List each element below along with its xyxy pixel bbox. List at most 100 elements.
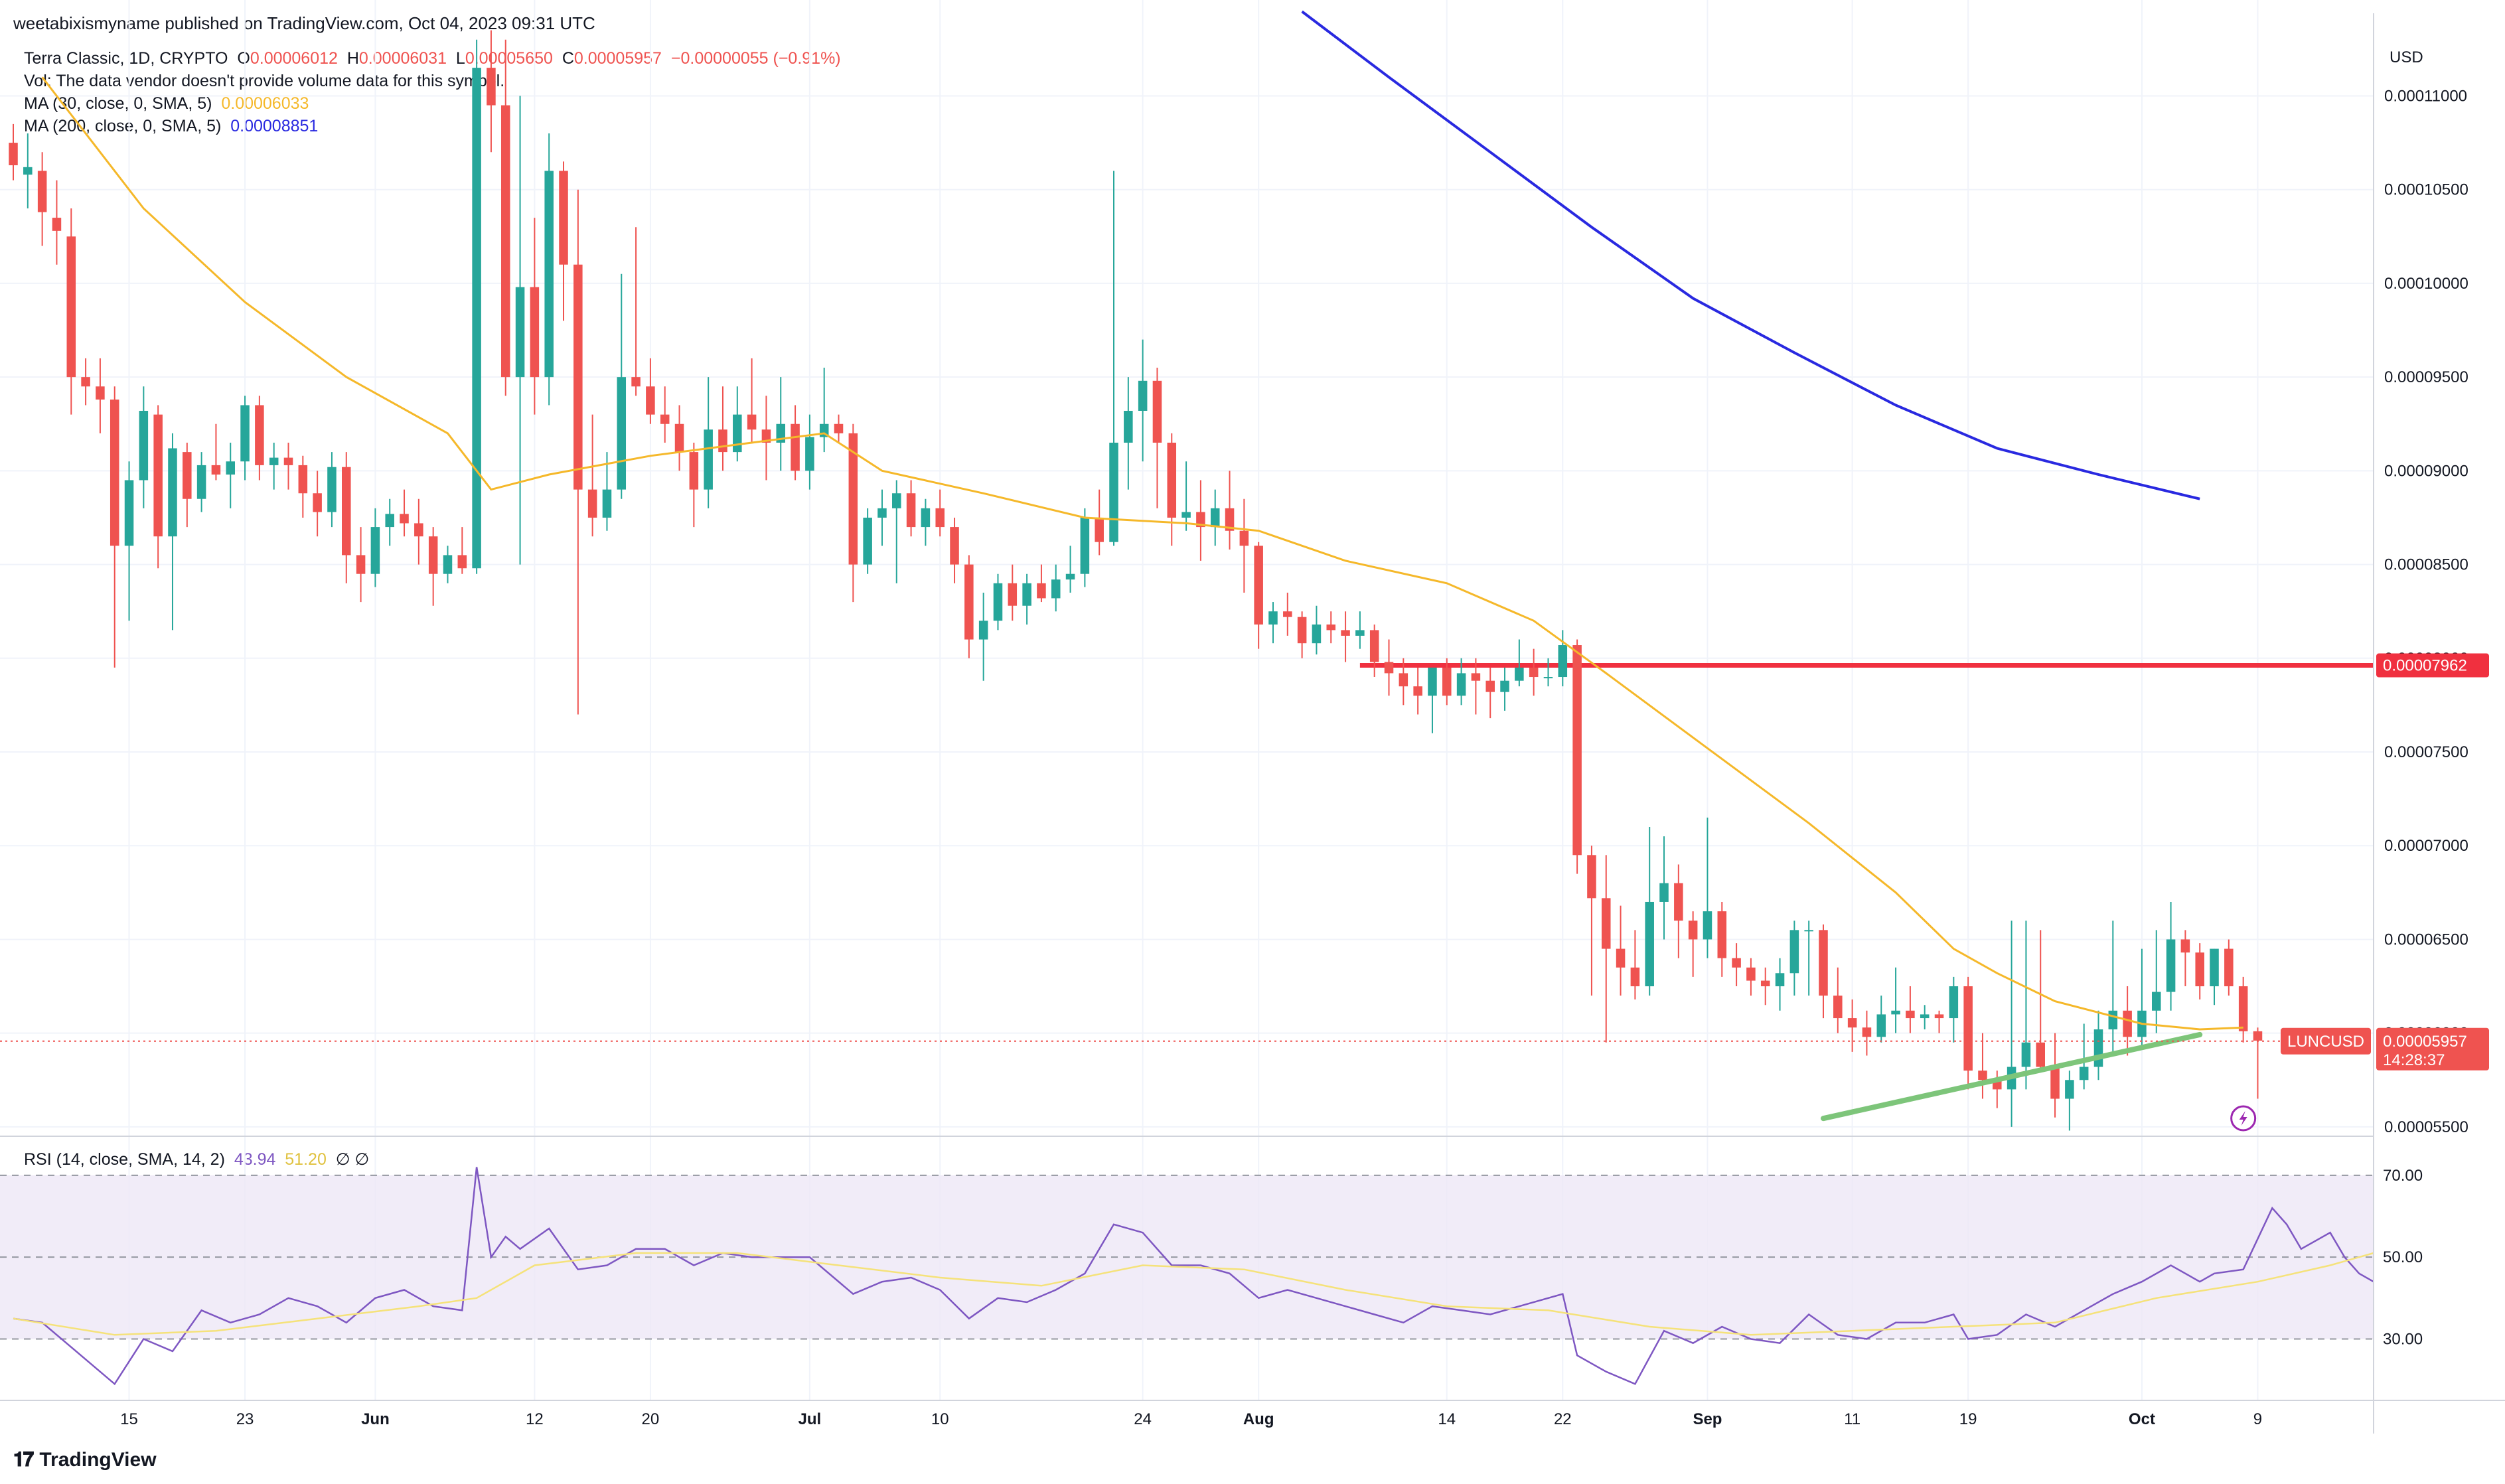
candle-body xyxy=(400,514,409,524)
candle-up xyxy=(544,133,554,406)
candle-down xyxy=(2195,943,2204,1000)
candle-body xyxy=(1674,883,1683,921)
candle-body xyxy=(2180,939,2190,953)
candle-down xyxy=(2253,1027,2263,1099)
candle-body xyxy=(1283,611,1292,617)
candle-body xyxy=(2210,948,2219,987)
candle-body xyxy=(1775,973,1785,987)
last-price-tag-label: 0.00005957 xyxy=(2383,1033,2467,1051)
candle-down xyxy=(1847,999,1857,1052)
candle-down xyxy=(587,414,597,537)
candle-body xyxy=(1181,512,1191,518)
candle-body xyxy=(791,423,800,471)
candle-down xyxy=(487,30,496,153)
candle-body xyxy=(1369,630,1379,662)
candle-body xyxy=(500,105,510,378)
candle-down xyxy=(1529,648,1539,696)
candle-body xyxy=(993,583,1003,621)
candle-body xyxy=(52,218,62,231)
candle-down xyxy=(211,423,221,481)
candle-up xyxy=(877,489,887,546)
ma200-label: MA (200, close, 0, SMA, 5) xyxy=(24,117,222,135)
candle-body xyxy=(733,414,742,453)
candle-up xyxy=(863,508,872,574)
candle-body xyxy=(1529,667,1539,678)
price-tick-label: 0.00007500 xyxy=(2384,743,2468,761)
candle-up xyxy=(385,498,394,546)
candle-down xyxy=(1341,611,1350,662)
candle-down xyxy=(1239,498,1249,593)
candle-up xyxy=(2093,1010,2103,1080)
last-price-tag xyxy=(2376,1027,2489,1071)
candle-down xyxy=(428,527,438,606)
candle-down xyxy=(1008,564,1018,621)
price-tick-label: 0.00009500 xyxy=(2384,368,2468,386)
candle-body xyxy=(1210,508,1220,528)
candle-down xyxy=(761,396,771,481)
candle-up xyxy=(1181,461,1191,531)
candle-body xyxy=(1500,680,1509,692)
candle-body xyxy=(153,414,163,537)
candle-body xyxy=(617,377,627,490)
candle-down xyxy=(356,527,366,603)
price-tick-label: 0.00008500 xyxy=(2384,556,2468,574)
candle-body xyxy=(2224,948,2234,987)
candle-down xyxy=(1254,542,1263,649)
candle-body xyxy=(96,386,105,400)
candle-body xyxy=(1587,855,1596,899)
ma30-line xyxy=(41,76,2243,1031)
candle-up xyxy=(168,433,177,631)
flash-icon[interactable] xyxy=(2230,1105,2257,1132)
candle-body xyxy=(1109,443,1118,542)
candle-body xyxy=(1876,1014,1886,1037)
candle-body xyxy=(110,400,119,546)
rsi-axis-labels: 70.00 50.00 30.00 xyxy=(2383,1167,2423,1349)
candle-down xyxy=(1833,967,1843,1033)
resistance-tag xyxy=(2376,653,2489,678)
resistance-tag-label: 0.00007962 xyxy=(2383,657,2467,675)
candle-body xyxy=(1167,443,1177,518)
price-tick-label: 0.00010000 xyxy=(2384,275,2468,293)
candle-down xyxy=(1196,480,1205,561)
candle-body xyxy=(1138,380,1148,411)
candle-body xyxy=(1341,630,1350,636)
high-value: 0.00006031 xyxy=(358,49,447,68)
candle-up xyxy=(2210,948,2219,1005)
candle-down xyxy=(906,480,916,537)
candle-down xyxy=(1167,433,1177,546)
candle-body xyxy=(761,429,771,443)
candle-up xyxy=(1500,667,1509,711)
candle-down xyxy=(1819,924,1828,1019)
candle-body xyxy=(66,236,76,378)
volume-note: Vol: The data vendor doesn't provide vol… xyxy=(24,72,505,90)
candle-up xyxy=(993,573,1003,631)
time-tick-label: 11 xyxy=(1844,1410,1860,1428)
candle-body xyxy=(834,423,844,433)
candle-body xyxy=(646,386,655,415)
candle-body xyxy=(342,467,351,556)
candle-down xyxy=(559,161,568,321)
candle-body xyxy=(805,437,814,471)
ma200-legend: MA (200, close, 0, SMA, 5) 0.00008851 xyxy=(24,117,318,136)
candle-up xyxy=(2021,921,2031,1090)
candle-up xyxy=(704,377,713,508)
candle-body xyxy=(1688,921,1698,940)
candle-body xyxy=(298,465,308,494)
candle-up xyxy=(1949,976,1959,1043)
rsi-line xyxy=(13,1167,2374,1386)
time-tick-label: Oct xyxy=(2129,1410,2155,1428)
candle-body xyxy=(1008,583,1018,606)
candle-down xyxy=(573,189,583,715)
candle-down xyxy=(1906,986,1915,1033)
candle-body xyxy=(704,429,713,490)
candle-body xyxy=(978,621,988,640)
candle-body xyxy=(1515,667,1524,681)
candle-body xyxy=(472,68,481,569)
candle-body xyxy=(226,461,236,475)
candle-down xyxy=(1587,846,1596,996)
candle-body xyxy=(573,264,583,490)
time-tick-label: 14 xyxy=(1438,1410,1456,1428)
candle-body xyxy=(269,457,279,465)
candle-body xyxy=(124,480,134,546)
